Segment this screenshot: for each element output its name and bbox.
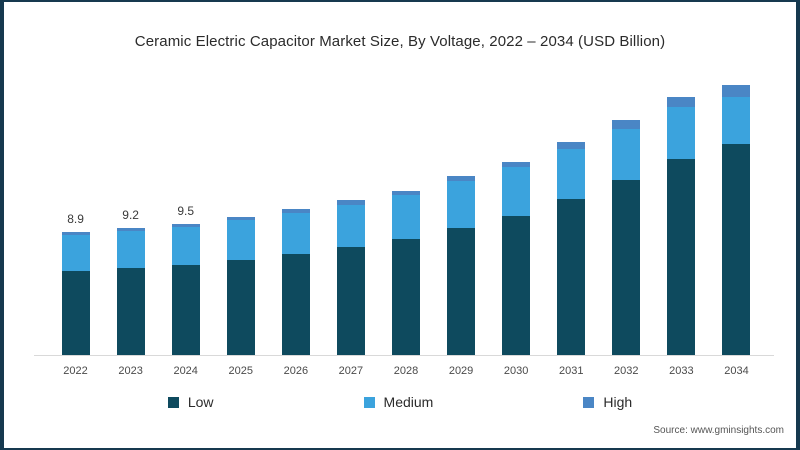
x-tick-2027: 2027 <box>338 365 364 377</box>
bar-2029[interactable] <box>447 175 476 355</box>
legend-swatch-low <box>167 396 179 408</box>
border-bottom <box>0 448 800 450</box>
chart-title: Ceramic Electric Capacitor Market Size, … <box>134 33 666 50</box>
bar-segment-high-2029[interactable] <box>447 175 476 182</box>
bar-value-label-2024: 9.5 <box>177 203 195 218</box>
legend-item-low[interactable]: Low <box>167 394 214 410</box>
bar-segment-high-2022[interactable] <box>61 232 90 235</box>
bar-2022[interactable]: 8.9 <box>61 212 90 355</box>
bar-2031[interactable] <box>557 142 586 355</box>
bar-segment-low-2024[interactable] <box>171 265 200 355</box>
bar-segment-high-2028[interactable] <box>392 190 420 195</box>
legend-swatch-medium <box>363 396 375 408</box>
bar-segment-medium-2023[interactable] <box>116 230 145 269</box>
border-right <box>796 0 800 450</box>
x-tick-2023: 2023 <box>118 365 143 377</box>
bar-segment-medium-2028[interactable] <box>392 194 420 240</box>
bar-segment-low-2029[interactable] <box>447 228 476 355</box>
bar-segment-low-2034[interactable] <box>722 143 751 355</box>
bar-segment-high-2023[interactable] <box>116 228 145 231</box>
source-attribution: Source: www.gminsights.com <box>653 425 784 436</box>
bar-2034[interactable] <box>722 84 751 355</box>
bar-segment-high-2025[interactable] <box>226 217 255 220</box>
bar-segment-low-2030[interactable] <box>502 215 531 355</box>
bar-segment-high-2032[interactable] <box>612 120 641 129</box>
bar-segment-medium-2033[interactable] <box>667 106 696 160</box>
bar-segment-medium-2029[interactable] <box>447 181 476 229</box>
x-tick-2031: 2031 <box>558 365 584 377</box>
bar-segment-high-2030[interactable] <box>502 161 531 168</box>
bar-segment-low-2028[interactable] <box>392 239 420 355</box>
bar-segment-low-2032[interactable] <box>612 179 641 355</box>
bar-2030[interactable] <box>502 161 531 355</box>
bar-segment-medium-2034[interactable] <box>722 96 751 144</box>
bar-segment-high-2033[interactable] <box>667 96 696 107</box>
legend-label-low: Low <box>187 394 214 410</box>
x-tick-2024: 2024 <box>173 365 198 377</box>
bar-segment-medium-2027[interactable] <box>336 204 365 248</box>
x-tick-2022: 2022 <box>63 365 88 377</box>
bar-segment-medium-2022[interactable] <box>61 234 90 271</box>
bar-segment-medium-2024[interactable] <box>171 226 200 266</box>
x-tick-2026: 2026 <box>283 365 309 377</box>
bar-segment-low-2027[interactable] <box>336 247 365 355</box>
bar-segment-medium-2031[interactable] <box>557 149 586 200</box>
legend-label-high: High <box>603 394 633 410</box>
chart-legend: Low Medium High <box>0 394 800 410</box>
x-tick-2025: 2025 <box>228 365 254 377</box>
border-left <box>0 0 4 450</box>
x-axis-line <box>34 355 774 356</box>
legend-label-medium: Medium <box>383 394 434 410</box>
bar-segment-low-2033[interactable] <box>667 159 696 355</box>
bar-segment-medium-2030[interactable] <box>502 167 531 216</box>
legend-item-medium[interactable]: Medium <box>363 394 434 410</box>
bar-2032[interactable] <box>612 120 641 355</box>
bar-segment-low-2031[interactable] <box>557 199 586 355</box>
x-tick-2029: 2029 <box>448 365 474 377</box>
x-axis-tick-labels: 2022 2023 2024 2025 2026 2027 2028 2029 2030 2031… <box>34 365 774 383</box>
bar-segment-low-2022[interactable] <box>61 270 90 355</box>
legend-item-high[interactable]: High <box>583 394 632 410</box>
bar-segment-low-2026[interactable] <box>281 254 310 355</box>
bar-2026[interactable] <box>281 208 310 355</box>
x-tick-2034: 2034 <box>724 365 749 377</box>
bar-segment-high-2027[interactable] <box>336 200 365 205</box>
bar-segment-high-2024[interactable] <box>171 223 200 227</box>
x-tick-2032: 2032 <box>614 365 639 377</box>
bar-segment-medium-2032[interactable] <box>612 128 641 180</box>
bar-2033[interactable] <box>667 96 696 355</box>
bar-segment-medium-2026[interactable] <box>281 212 310 255</box>
bar-value-label-2023: 9.2 <box>122 208 139 223</box>
bar-segment-high-2034[interactable] <box>722 84 751 97</box>
bar-2028[interactable] <box>392 190 420 355</box>
bar-segment-low-2025[interactable] <box>226 259 255 355</box>
bar-2027[interactable] <box>336 200 365 355</box>
x-tick-2028: 2028 <box>393 365 419 377</box>
border-top <box>0 0 800 2</box>
legend-swatch-high <box>583 396 595 408</box>
x-tick-2030: 2030 <box>503 365 529 377</box>
bar-2024[interactable]: 9.5 <box>171 204 200 355</box>
bar-2023[interactable]: 9.2 <box>116 208 145 355</box>
bar-segment-high-2031[interactable] <box>557 142 586 150</box>
bar-segment-medium-2025[interactable] <box>226 219 255 260</box>
x-tick-2033: 2033 <box>669 365 694 377</box>
bar-value-label-2022: 8.9 <box>67 212 84 227</box>
bar-2025[interactable] <box>226 217 255 355</box>
plot-area: 8.9 9.2 9.5 <box>34 70 774 356</box>
bar-segment-low-2023[interactable] <box>116 268 145 355</box>
bar-segment-high-2026[interactable] <box>281 208 310 213</box>
